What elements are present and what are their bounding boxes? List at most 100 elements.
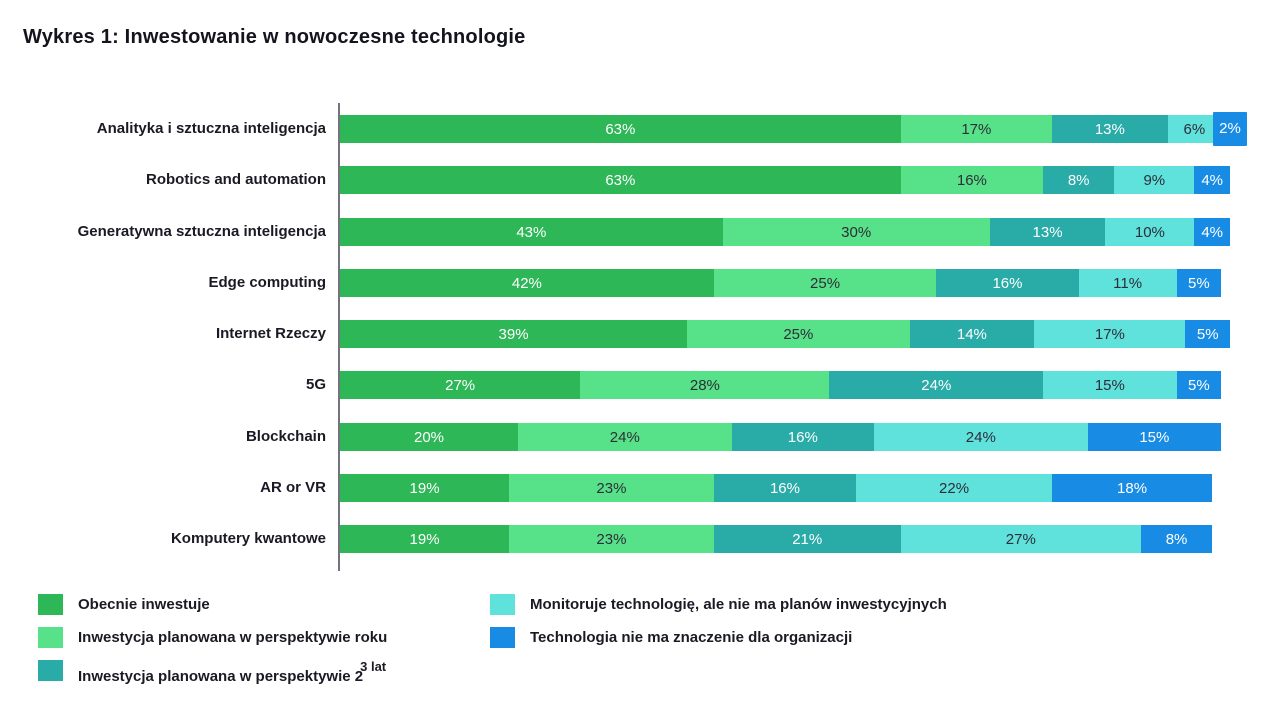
legend-swatch [490, 594, 515, 615]
segment-value-label: 43% [516, 223, 547, 241]
legend-swatch [38, 594, 63, 615]
bar-segment: 5% [1176, 371, 1222, 399]
bar-segment: 15% [1043, 371, 1177, 399]
segment-value-label: 63% [605, 120, 636, 138]
bar-row: 5G 27% 28% 24% 15% 5% [0, 371, 1280, 399]
legend-label-superscript: 3 lat [360, 659, 387, 674]
bar-segment: 24% [518, 423, 732, 451]
segment-value-label: 23% [596, 479, 627, 497]
legend-label: Inwestycja planowana w perspektywie 23 l… [78, 659, 387, 685]
bar-segments: 20% 24% 16% 24% 15% [340, 423, 1222, 451]
segment-value-label: 21% [792, 530, 823, 548]
bar-segment: 8% [1140, 525, 1213, 553]
segment-value-label: 14% [956, 325, 987, 343]
segment-value-label: 6% [1183, 120, 1206, 138]
category-label: Robotics and automation [146, 171, 326, 188]
bar-segment: 16% [731, 423, 874, 451]
bar-segment: 23% [509, 525, 714, 553]
category-label: Edge computing [208, 274, 327, 291]
segment-value-label: 15% [1139, 428, 1170, 446]
segment-value-label: 4% [1201, 171, 1223, 189]
y-axis-line [338, 103, 340, 571]
segment-value-label: 24% [609, 428, 640, 446]
bar-segment: 42% [340, 269, 714, 297]
bar-segment: 39% [340, 320, 688, 348]
bar-segment: 10% [1105, 218, 1195, 246]
bar-segment: 27% [340, 371, 581, 399]
segment-value-label: 4% [1201, 223, 1224, 241]
bar-segment: 13% [1051, 115, 1168, 143]
segment-value-label: 9% [1143, 171, 1166, 189]
bar-segments: 19% 23% 16% 22% 18% [340, 474, 1213, 502]
bar-segments: 19% 23% 21% 27% 8% [340, 525, 1213, 553]
bar-row: AR or VR 19% 23% 16% 22% 18% [0, 474, 1280, 502]
bar-segment: 8% [1043, 166, 1115, 194]
segment-value-label: 16% [787, 428, 818, 446]
segment-value-label: 19% [409, 530, 440, 548]
segment-value-label: 15% [1094, 376, 1125, 394]
segment-value-label: 39% [498, 325, 529, 343]
bar-row: Blockchain 20% 24% 16% 24% 15% [0, 423, 1280, 451]
legend-label: Monitoruje technologię, ale nie ma planó… [530, 596, 947, 613]
category-label: Analityka i sztuczna inteligencja [96, 120, 326, 137]
segment-value-label: 11% [1113, 274, 1143, 292]
bar-segment: 63% [340, 115, 901, 143]
bar-segment: 25% [713, 269, 937, 297]
bar-row: Komputery kwantowe 19% 23% 21% 27% 8% [0, 525, 1280, 553]
bar-segment: 28% [580, 371, 830, 399]
legend-label: Obecnie inwestuje [78, 596, 210, 613]
segment-value-label: 16% [956, 171, 987, 189]
segment-value-label: 18% [1117, 479, 1148, 497]
segment-value-label: 24% [965, 428, 996, 446]
bar-row: Analityka i sztuczna inteligencja 63% 17% 1… [0, 112, 1280, 146]
segment-value-label: 13% [1094, 120, 1125, 138]
bar-segment: 63% [340, 166, 901, 194]
segment-value-label: 24% [921, 376, 952, 394]
bar-segment: 16% [713, 474, 857, 502]
bar-segment: 4% [1194, 166, 1230, 194]
category-label: Komputery kwantowe [170, 530, 326, 547]
segment-value-label: 8% [1067, 171, 1090, 189]
category-label: Internet Rzeczy [215, 325, 326, 342]
segment-value-label: 5% [1196, 325, 1219, 343]
segment-value-label: 63% [605, 171, 636, 189]
bar-segment: 15% [1087, 423, 1222, 451]
chart-title: Wykres 1: Inwestowanie w nowoczesne tech… [23, 26, 526, 48]
legend-label: Inwestycja planowana w perspektywie roku [78, 629, 388, 646]
bar-segment: 25% [687, 320, 910, 348]
bar-segment: 16% [900, 166, 1044, 194]
segment-value-label: 30% [841, 223, 872, 241]
bar-segment: 13% [989, 218, 1106, 246]
bar-segment: 17% [900, 115, 1052, 143]
category-label: Generatywna sztuczna inteligencja [77, 223, 326, 240]
segment-value-label: 17% [961, 120, 992, 138]
category-label: Blockchain [245, 428, 326, 445]
bar-segment: 30% [722, 218, 990, 246]
bar-segment: 19% [340, 525, 510, 553]
segment-value-label: 27% [1005, 530, 1036, 548]
segment-value-label: 17% [1094, 325, 1125, 343]
segment-value-label: 5% [1187, 376, 1210, 394]
legend-swatch [38, 627, 63, 648]
bar-segment: 11% [1078, 269, 1177, 297]
bar-segment: 24% [829, 371, 1044, 399]
segment-value-label: 19% [409, 479, 440, 497]
bar-segment: 22% [856, 474, 1052, 502]
bar-segment: 5% [1176, 269, 1222, 297]
bar-segments: 42% 25% 16% 11% 5% [340, 269, 1222, 297]
category-label: 5G [305, 376, 326, 393]
segment-value-label: 22% [939, 479, 970, 497]
bar-segment: 23% [509, 474, 714, 502]
bar-row: Robotics and automation 63% 16% 8% 9% 4% [0, 166, 1280, 194]
segment-value-label: 5% [1187, 274, 1210, 292]
bar-segment: 21% [713, 525, 901, 553]
bar-segment: 19% [340, 474, 510, 502]
segment-value-label: 16% [992, 274, 1023, 292]
bar-segments: 63% 16% 8% 9% 4% [340, 166, 1230, 194]
bar-segment: 5% [1185, 320, 1230, 348]
segment-value-label: 27% [445, 376, 476, 394]
bar-segments: 39% 25% 14% 17% 5% [340, 320, 1230, 348]
bar-segment: 20% [340, 423, 518, 451]
segment-value-label: 23% [596, 530, 627, 548]
